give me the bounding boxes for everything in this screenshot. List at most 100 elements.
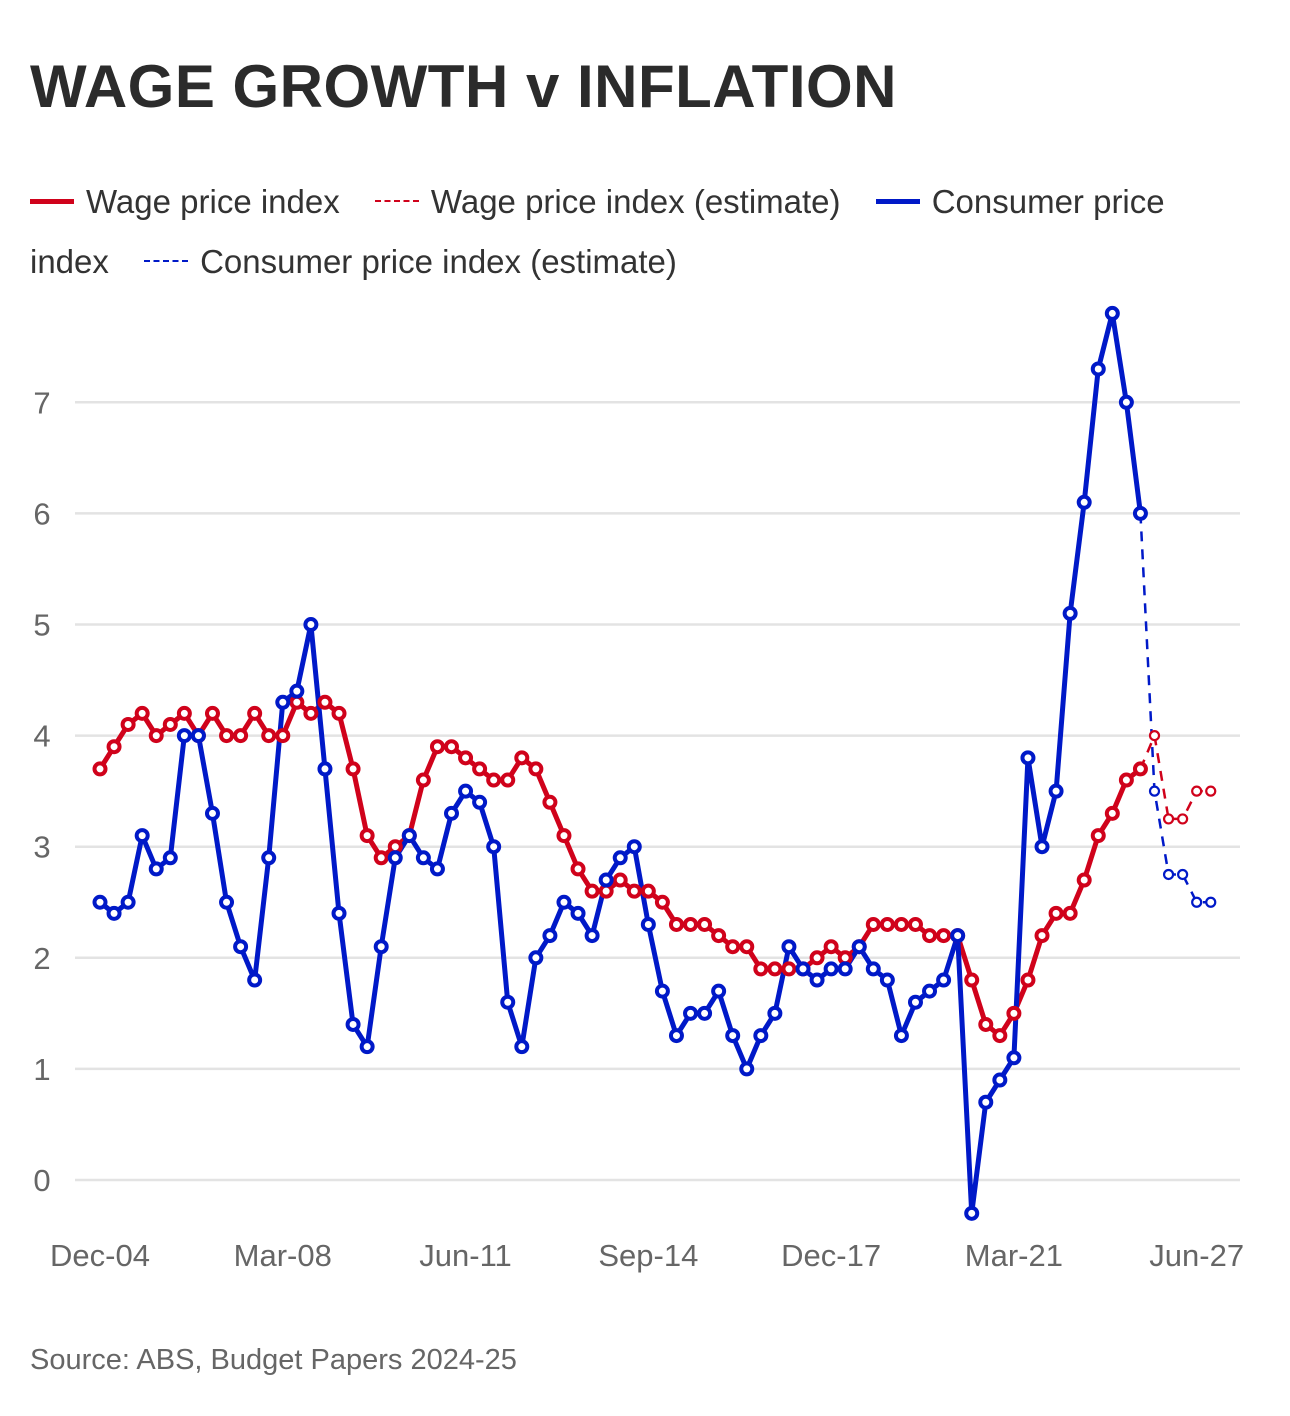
gridlines xyxy=(75,401,1240,1182)
data-point xyxy=(1162,868,1175,881)
data-point xyxy=(626,839,642,855)
data-point xyxy=(134,705,150,721)
data-point xyxy=(1205,896,1217,908)
data-point xyxy=(654,894,670,910)
data-point xyxy=(1132,761,1148,777)
data-point xyxy=(514,1039,530,1055)
data-point xyxy=(500,994,516,1010)
chart-title: WAGE GROWTH v INFLATION xyxy=(30,53,897,120)
data-point xyxy=(781,939,797,955)
legend-swatch-dashed xyxy=(374,200,419,203)
data-point xyxy=(697,916,713,932)
data-point xyxy=(359,1039,375,1055)
data-point xyxy=(823,939,839,955)
data-point xyxy=(92,894,108,910)
data-point xyxy=(640,883,656,899)
data-point xyxy=(922,983,938,999)
data-point xyxy=(1062,605,1078,621)
data-point xyxy=(668,916,684,932)
y-tick-label: 1 xyxy=(33,1052,50,1087)
data-point xyxy=(907,994,923,1010)
legend-swatch-solid xyxy=(30,198,74,204)
data-point xyxy=(781,961,797,977)
x-tick-label: Mar-21 xyxy=(965,1238,1063,1273)
data-point xyxy=(823,961,839,977)
data-point xyxy=(767,1005,783,1021)
data-point xyxy=(458,783,474,799)
data-point xyxy=(725,1028,741,1044)
data-point xyxy=(683,916,699,932)
data-point xyxy=(472,761,488,777)
x-tick-label: Jun-27 xyxy=(1149,1238,1244,1273)
legend-swatch-dashed xyxy=(144,260,189,263)
data-point xyxy=(1020,972,1036,988)
data-point xyxy=(584,883,600,899)
data-point xyxy=(1118,394,1134,410)
legend-item-wage[interactable]: Wage price index xyxy=(30,183,340,220)
series-line-estimate xyxy=(1139,513,1211,904)
x-tick-label: Jun-11 xyxy=(419,1238,512,1273)
data-point xyxy=(247,972,263,988)
data-point xyxy=(1090,361,1106,377)
data-point xyxy=(992,1028,1008,1044)
data-point xyxy=(120,894,136,910)
data-point xyxy=(1062,905,1078,921)
data-point xyxy=(92,761,108,777)
data-point xyxy=(359,828,375,844)
data-point xyxy=(739,939,755,955)
data-point xyxy=(444,805,459,821)
data-point xyxy=(992,1072,1008,1088)
series-line xyxy=(98,310,1143,1216)
y-tick-label: 4 xyxy=(33,719,50,754)
data-point xyxy=(1076,494,1092,510)
legend-item-cpi[interactable]: Consumer price index xyxy=(30,183,1165,280)
series-points xyxy=(92,305,1217,1221)
data-point xyxy=(303,617,319,632)
data-point xyxy=(893,1028,909,1044)
data-point xyxy=(697,1005,713,1021)
data-point xyxy=(162,850,178,866)
data-point xyxy=(317,761,333,777)
legend-item-wage-estimate[interactable]: Wage price index (estimate) xyxy=(374,183,841,220)
data-point xyxy=(612,872,628,888)
data-point xyxy=(598,872,614,888)
data-point xyxy=(1132,505,1148,521)
data-point xyxy=(1177,813,1189,825)
data-point xyxy=(1034,928,1050,944)
data-point xyxy=(570,861,586,877)
legend-item-cpi-estimate[interactable]: Consumer price index (estimate) xyxy=(144,243,677,280)
data-point xyxy=(345,761,361,777)
data-point xyxy=(1076,872,1092,888)
series-line-estimate xyxy=(1139,734,1211,821)
data-point xyxy=(837,961,853,977)
data-point xyxy=(936,928,952,944)
legend-label: Consumer price index (estimate) xyxy=(200,243,677,280)
data-point xyxy=(879,916,895,932)
data-point xyxy=(936,972,952,988)
data-point xyxy=(654,983,670,999)
data-point xyxy=(289,683,305,699)
source-note: Source: ABS, Budget Papers 2024-25 xyxy=(30,1344,517,1376)
data-point xyxy=(964,972,980,988)
data-point xyxy=(556,894,572,910)
data-point xyxy=(275,728,291,744)
data-point xyxy=(514,750,530,766)
x-axis: Dec-04 Mar-08 Jun-11 Sep-14 Dec-17 Mar-21 Jun-… xyxy=(50,1238,1244,1273)
data-point xyxy=(865,916,881,932)
data-point xyxy=(486,839,502,855)
data-point xyxy=(429,861,445,877)
data-point xyxy=(233,728,249,744)
data-point xyxy=(950,928,966,944)
legend-swatch-solid xyxy=(875,198,920,204)
data-point xyxy=(978,1016,994,1032)
data-point xyxy=(176,705,192,721)
data-point xyxy=(725,939,741,955)
data-point xyxy=(303,705,319,721)
y-tick-label: 5 xyxy=(33,608,50,643)
data-point xyxy=(1034,839,1050,855)
x-tick-label: Mar-08 xyxy=(234,1238,332,1273)
data-point xyxy=(176,728,192,744)
data-point xyxy=(1104,805,1120,821)
data-point xyxy=(415,772,431,788)
